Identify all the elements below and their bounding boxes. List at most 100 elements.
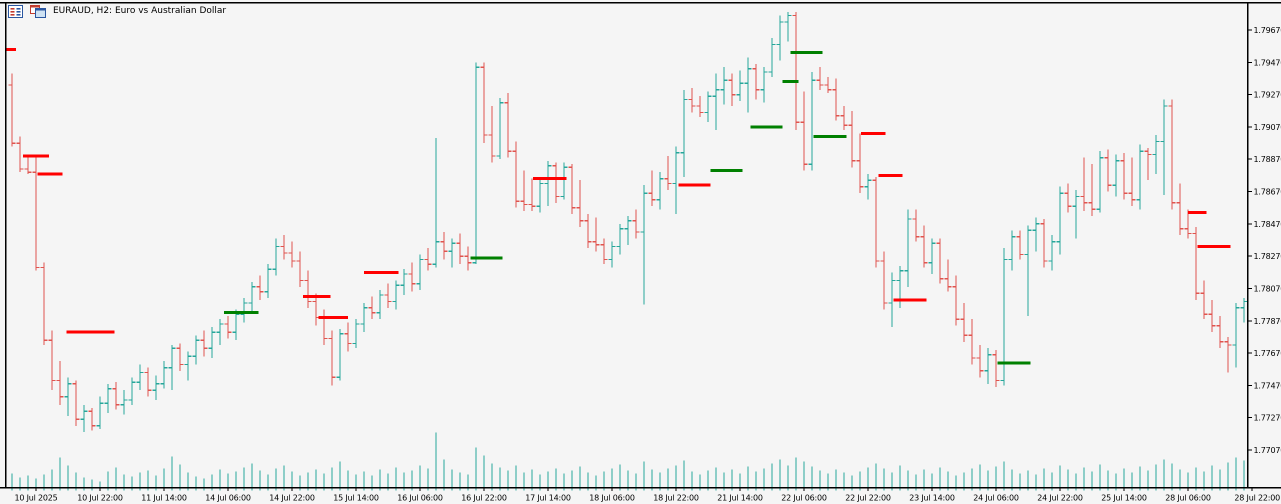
ohlc-bar: [736, 70, 744, 102]
volume-bar: [995, 466, 997, 491]
volume-bar: [1235, 457, 1237, 491]
ohlc-bar: [272, 238, 280, 276]
ohlc-bar: [1224, 336, 1232, 373]
price-tick-label: 1.77070: [1254, 446, 1281, 455]
ohlc-bar: [776, 15, 784, 61]
ohlc-bar: [1048, 235, 1056, 271]
ohlc-bar: [712, 73, 720, 131]
ohlc-bar: [608, 241, 616, 268]
volume-bar: [435, 432, 437, 491]
price-tick-label: 1.79270: [1254, 91, 1281, 100]
price-tick-label: 1.78870: [1254, 155, 1281, 164]
volume-bar: [723, 472, 725, 491]
volume-bar: [35, 478, 37, 491]
volume-bar: [539, 474, 541, 491]
ohlc-bar: [544, 160, 552, 207]
ohlc-bar: [840, 105, 848, 131]
ohlc-bar: [688, 88, 696, 113]
ohlc-bar: [1160, 99, 1168, 195]
ohlc-bar: [1208, 299, 1216, 333]
ohlc-bar: [784, 12, 792, 42]
ohlc-bar: [368, 296, 376, 320]
time-tick-label: 17 Jul 14:00: [525, 494, 571, 503]
volume-bar: [779, 459, 781, 491]
ohlc-bar: [528, 178, 536, 211]
ohlc-bar: [184, 351, 192, 381]
ohlc-bar: [168, 345, 176, 391]
volume-bar: [75, 472, 77, 491]
ohlc-bar: [1064, 183, 1072, 213]
ohlc-bar: [40, 262, 48, 345]
ohlc-bar: [1136, 144, 1144, 210]
volume-bar: [451, 469, 453, 491]
volume-bar: [1107, 470, 1109, 491]
ohlc-bar: [208, 327, 216, 358]
ohlc-bar: [56, 361, 64, 405]
volume-bar: [467, 474, 469, 491]
ohlc-bar: [992, 349, 1000, 387]
volume-bar: [11, 473, 13, 491]
volume-bar: [1203, 471, 1205, 491]
ohlc-bar: [640, 185, 648, 305]
ohlc-bar: [448, 238, 456, 268]
volume-bar: [771, 463, 773, 491]
volume-bar: [1211, 465, 1213, 491]
ohlc-bar: [144, 367, 152, 397]
volume-bar: [571, 470, 573, 491]
volume-bar: [363, 471, 365, 491]
ohlc-bar: [728, 73, 736, 106]
volume-bar: [243, 467, 245, 491]
ohlc-bar: [648, 170, 656, 207]
ohlc-bar: [832, 78, 840, 121]
ohlc-bar: [1176, 183, 1184, 236]
volume-bar: [51, 469, 53, 491]
ohlc-bar: [808, 72, 816, 171]
volume-bar: [923, 469, 925, 491]
ohlc-bar: [632, 209, 640, 239]
volume-bar: [1019, 473, 1021, 491]
price-tick-label: 1.78470: [1254, 220, 1281, 229]
volume-bar: [811, 466, 813, 491]
price-tick-label: 1.78670: [1254, 188, 1281, 197]
volume-bar: [755, 471, 757, 491]
volume-bar: [595, 475, 597, 491]
ohlc-bar: [864, 173, 872, 200]
time-tick-label: 23 Jul 14:00: [909, 494, 955, 503]
volume-bar: [795, 457, 797, 491]
ohlc-bar: [1200, 280, 1208, 320]
volume-bar: [259, 470, 261, 491]
volume-bar: [819, 470, 821, 491]
volume-bar: [339, 461, 341, 491]
ohlc-bar: [288, 241, 296, 268]
volume-bar: [1115, 473, 1117, 491]
ohlc-bar: [1016, 230, 1024, 260]
ohlc-bar: [912, 209, 920, 242]
ohlc-bar: [416, 254, 424, 291]
ohlc-bar: [848, 110, 856, 168]
volume-bar: [171, 456, 173, 491]
price-tick-label: 1.79670: [1254, 26, 1281, 35]
volume-bar: [179, 464, 181, 491]
volume-bar: [563, 473, 565, 491]
volume-bar: [635, 473, 637, 491]
volume-bar: [387, 473, 389, 491]
time-tick-label: 22 Jul 22:00: [845, 494, 891, 503]
volume-bar: [611, 468, 613, 491]
ohlc-bar: [928, 238, 936, 274]
ohlc-bar: [976, 345, 984, 378]
volume-bar: [1179, 469, 1181, 491]
ohlc-bar: [960, 303, 968, 342]
ohlc-bar: [1192, 227, 1200, 300]
volume-bar: [1243, 460, 1245, 491]
volume-bar: [91, 479, 93, 491]
volume-bar: [747, 466, 749, 491]
volume-bar: [1067, 469, 1069, 491]
ohlc-bar: [856, 133, 864, 194]
ohlc-bar: [1128, 157, 1136, 207]
volume-bar: [1139, 466, 1141, 491]
volume-bar: [579, 466, 581, 491]
ohlc-bar: [1056, 186, 1064, 255]
price-tick-label: 1.77470: [1254, 381, 1281, 390]
volume-bar: [275, 468, 277, 491]
